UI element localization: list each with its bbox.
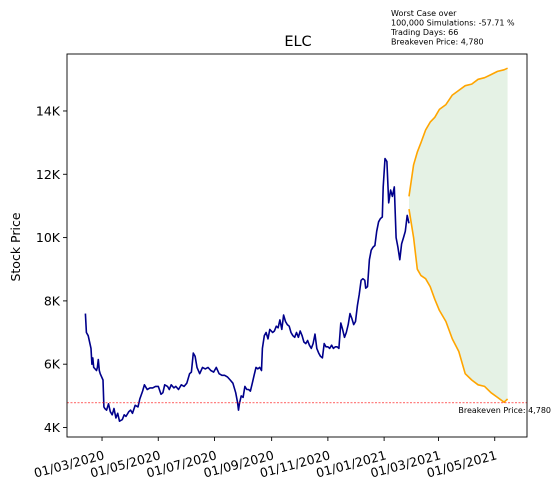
- chart-title: ELC: [284, 34, 311, 50]
- y-tick-label: 4K: [44, 420, 61, 435]
- simulation-range-area: [409, 68, 508, 403]
- simulation-summary-line: Worst Case over: [391, 9, 457, 18]
- best-case-projection-line: [408, 67, 508, 197]
- y-axis-label: Stock Price: [8, 212, 23, 281]
- simulation-summary-line: Breakeven Price: 4,780: [391, 38, 484, 47]
- y-tick-label: 10K: [36, 230, 61, 245]
- simulation-summary-line: 100,000 Simulations: -57.71 %: [391, 19, 515, 28]
- y-tick-label: 14K: [36, 103, 61, 118]
- worst-case-projection-line: [408, 208, 509, 404]
- plot-area-frame: [66, 53, 528, 438]
- historical-price-line: [84, 157, 410, 423]
- simulation-summary-line: Trading Days: 66: [390, 28, 458, 37]
- y-tick-label: 8K: [44, 293, 61, 308]
- y-tick-label: 12K: [36, 167, 61, 182]
- breakeven-label: Breakeven Price: 4,780: [458, 406, 551, 415]
- y-tick-label: 6K: [44, 357, 61, 372]
